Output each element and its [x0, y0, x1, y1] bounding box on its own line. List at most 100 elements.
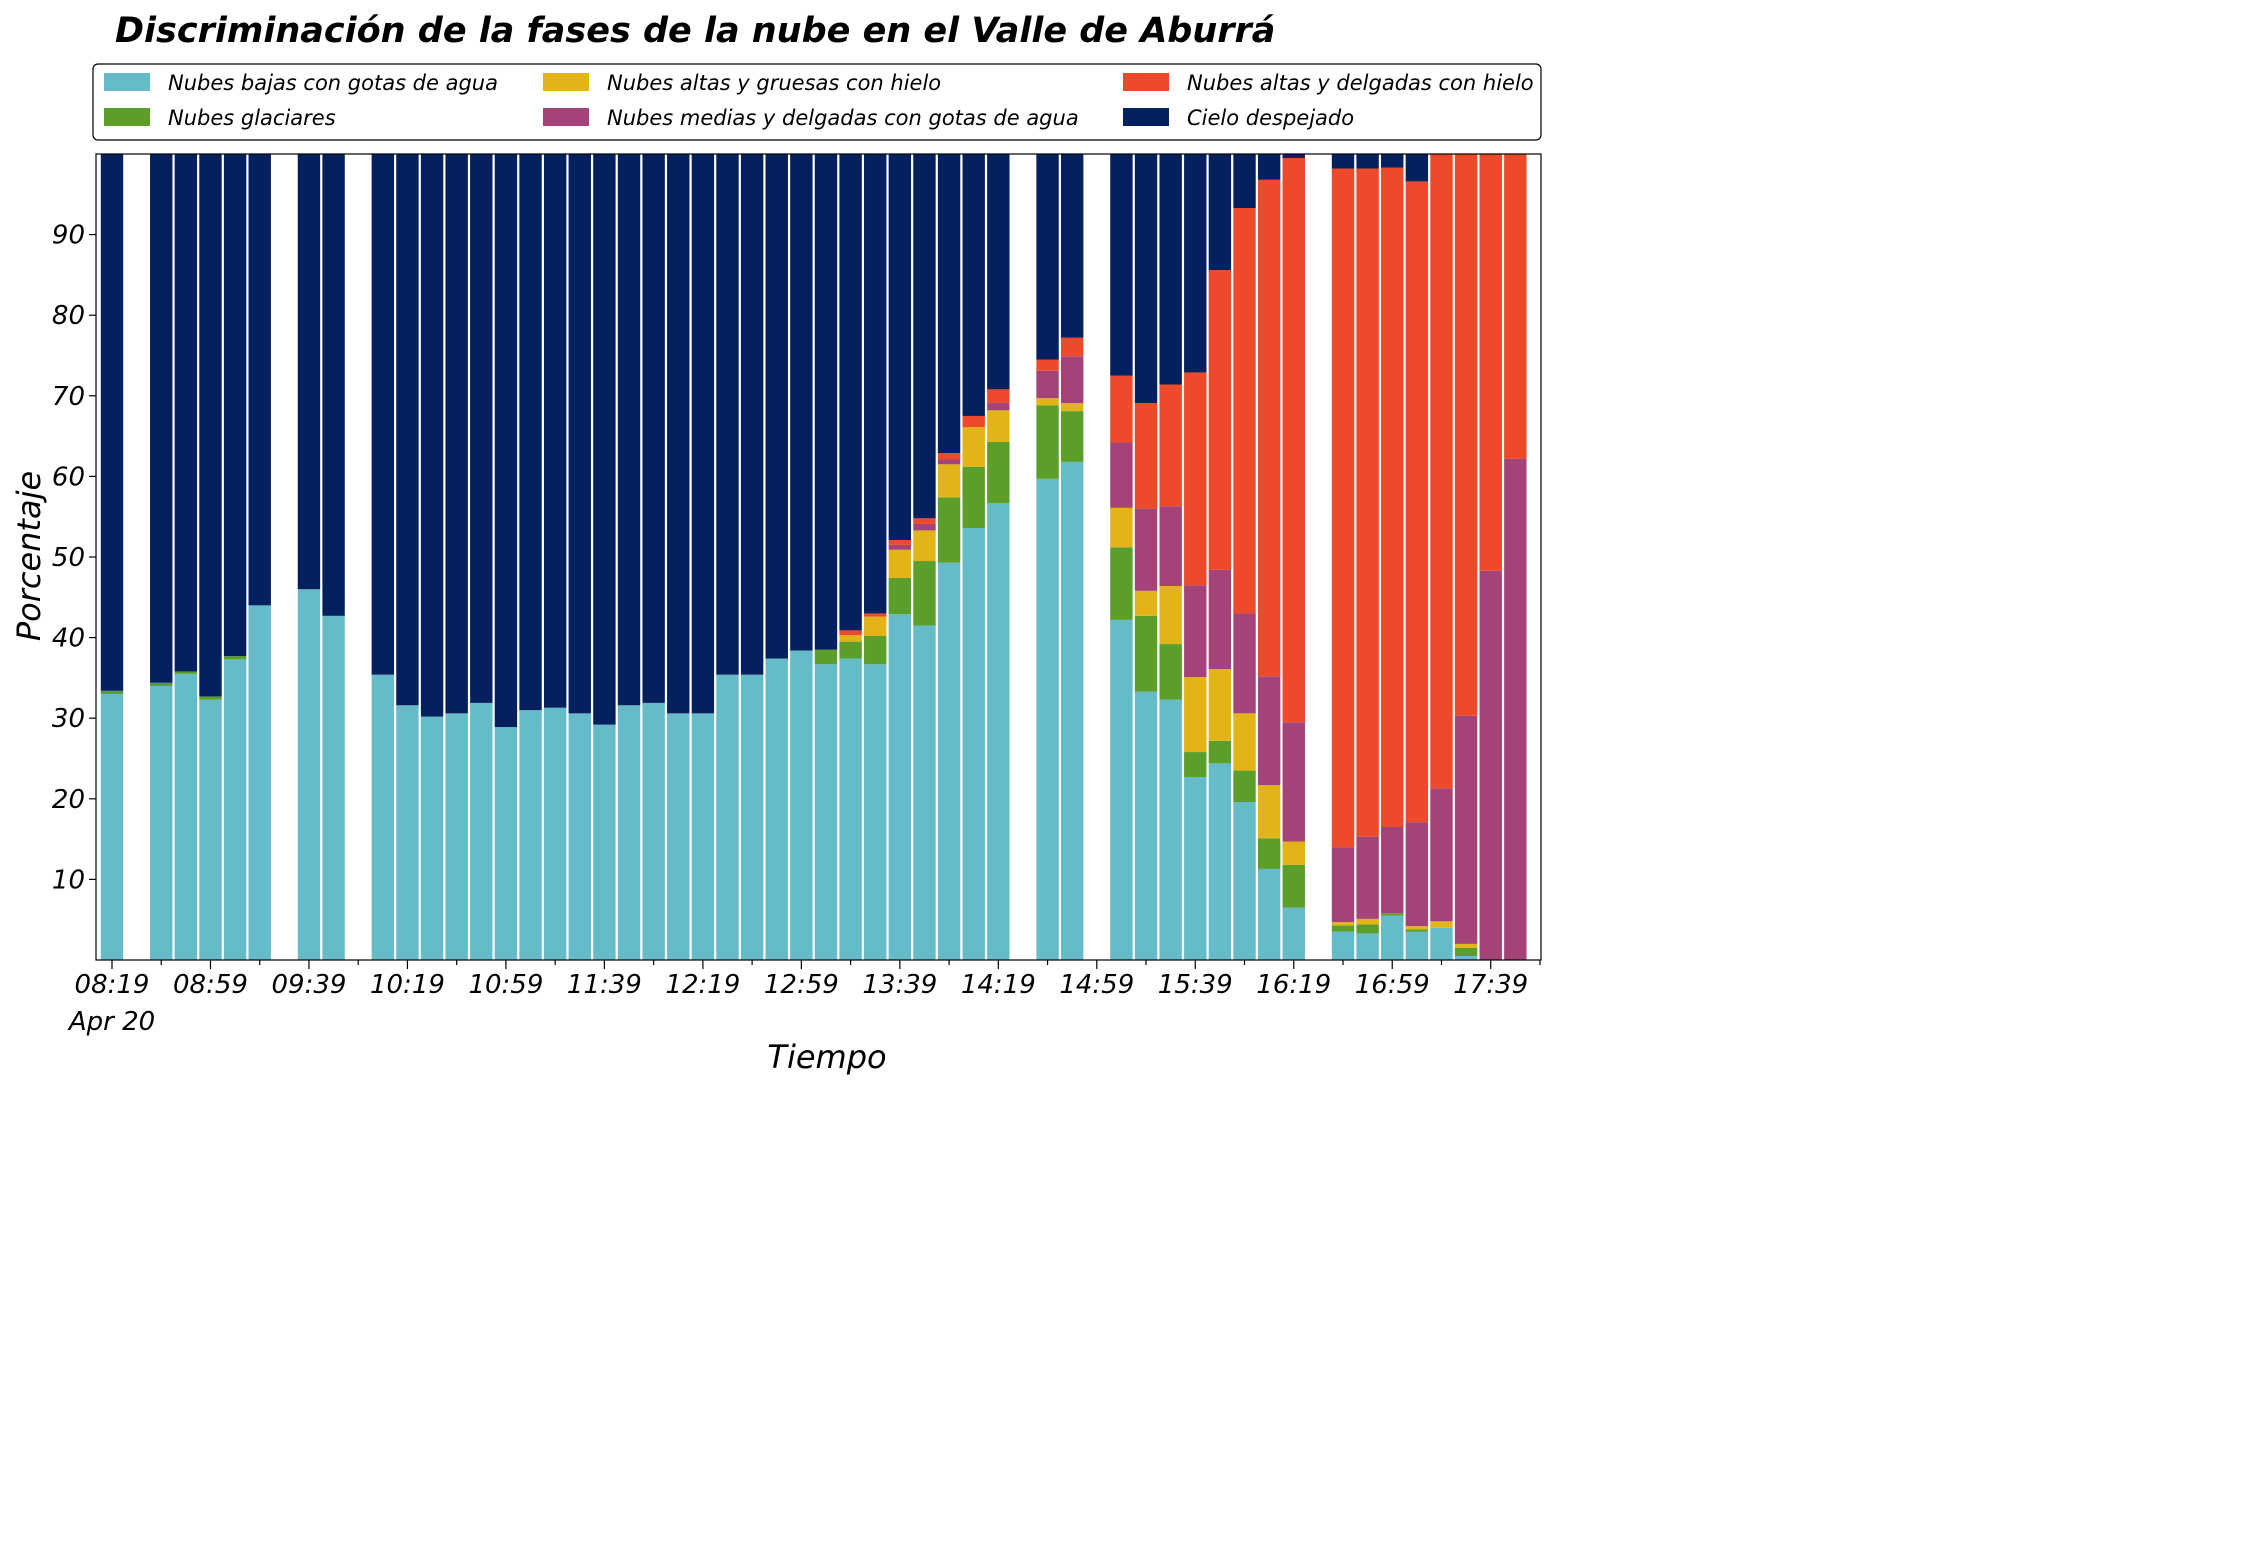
- bar-segment-5-15:09: [1110, 375, 1133, 443]
- bar-segment-2-13:09: [814, 649, 838, 665]
- bar-segment-4-14:49: [1060, 356, 1084, 404]
- bar-segment-4-13:49: [913, 523, 936, 531]
- y-tick-label: 70: [52, 382, 85, 412]
- bar-segment-1-12:49: [765, 658, 788, 960]
- bar-segment-6-10:49: [470, 154, 493, 703]
- bar-segment-4-14:19: [987, 403, 1010, 411]
- bar-segment-2-15:19: [1134, 615, 1158, 692]
- bar-segment-4-13:39: [888, 544, 912, 550]
- bar-segment-1-09:39: [297, 589, 321, 960]
- chart: Discriminación de la fases de la nube en…: [10, 11, 1542, 1076]
- y-axis: 10 20 30 40 50 60 70 80 90: [52, 221, 96, 895]
- bar-segment-1-11:59: [642, 702, 665, 960]
- bar-segment-2-15:29: [1159, 644, 1182, 700]
- bar-segment-4-15:39: [1184, 585, 1207, 678]
- chart-title: Discriminación de la fases de la nube en…: [115, 11, 1275, 51]
- bar-segment-1-12:29: [716, 674, 739, 960]
- bar-segment-1-13:09: [814, 664, 838, 960]
- bar-segment-2-08:39: [150, 682, 173, 686]
- bar-segment-3-16:49: [1356, 918, 1379, 925]
- plot-area: [95, 153, 1542, 961]
- x-tick-label: 16:19: [1256, 970, 1331, 1000]
- bar-segment-6-16:59: [1381, 154, 1404, 168]
- bar-segment-5-17:39: [1479, 154, 1502, 571]
- bar-segment-2-15:49: [1208, 740, 1232, 764]
- bar-segment-3-14:09: [962, 427, 985, 467]
- bar-segment-5-17:29: [1454, 154, 1478, 716]
- x-tick-label: 08:59: [173, 970, 248, 1000]
- x-tick-label: 14:19: [961, 970, 1036, 1000]
- bar-segment-3-13:59: [937, 464, 961, 498]
- bar-segment-6-09:09: [223, 154, 247, 657]
- bar-segment-6-14:19: [987, 154, 1010, 390]
- bar-segment-6-10:19: [396, 154, 419, 706]
- bar-segment-2-16:49: [1356, 924, 1379, 934]
- bar-segment-6-16:09: [1257, 154, 1281, 180]
- x-tick-label: 10:59: [468, 970, 543, 1000]
- x-tick-label: 17:39: [1453, 970, 1528, 1000]
- bar-segment-6-15:49: [1208, 154, 1232, 271]
- x-tick-label: 11:39: [567, 970, 642, 1000]
- bar-segment-1-14:19: [987, 503, 1010, 960]
- bar-segment-1-12:59: [790, 650, 813, 960]
- bar-segment-3-13:39: [888, 549, 912, 578]
- bar-segment-6-15:19: [1134, 154, 1158, 404]
- bar-segment-3-16:19: [1282, 841, 1305, 865]
- x-tick-label: 10:19: [370, 970, 445, 1000]
- bar-segment-1-09:49: [322, 615, 345, 960]
- bar-segment-1-14:49: [1060, 461, 1084, 960]
- bar-segment-6-13:39: [888, 154, 912, 541]
- bar-segment-6-16:49: [1356, 154, 1379, 169]
- legend-label: Nubes altas y gruesas con hielo: [607, 71, 941, 95]
- bar-segment-1-08:19: [100, 694, 124, 960]
- bar-segment-4-17:19: [1430, 788, 1453, 922]
- bar-segment-6-10:09: [371, 154, 395, 675]
- bar-segment-6-12:09: [667, 154, 690, 714]
- bar-segment-5-15:49: [1208, 270, 1232, 570]
- bar-segment-5-13:49: [913, 518, 936, 524]
- bar-segment-6-11:29: [568, 154, 591, 714]
- bar-segment-1-11:29: [568, 713, 591, 960]
- bar-segment-6-13:09: [814, 154, 838, 650]
- bar-segment-1-09:19: [248, 605, 271, 960]
- legend-swatch: [543, 108, 589, 126]
- legend-swatch: [543, 73, 589, 91]
- bar-segment-2-13:49: [913, 561, 936, 626]
- bar-segment-6-14:09: [962, 154, 985, 416]
- x-axis-label: Tiempo: [767, 1038, 886, 1076]
- bar-segment-6-12:19: [691, 154, 715, 714]
- bar-segment-1-10:59: [494, 727, 518, 960]
- x-tick-label: 14:59: [1059, 970, 1134, 1000]
- y-axis-label: Porcentaje: [10, 471, 48, 641]
- x-tick-label: 12:19: [665, 970, 740, 1000]
- bar-segment-6-16:39: [1331, 154, 1355, 169]
- bar-segment-6-14:49: [1060, 154, 1084, 338]
- bar-segment-5-13:19: [839, 630, 862, 636]
- bar-segment-2-17:09: [1405, 929, 1429, 932]
- bar-segment-1-10:29: [420, 716, 444, 960]
- x-tick-label: 13:39: [862, 970, 937, 1000]
- bar-segment-1-11:09: [519, 710, 542, 960]
- bar-segment-5-16:19: [1282, 158, 1305, 723]
- bar-segment-1-10:49: [470, 702, 493, 960]
- y-tick-label: 90: [52, 221, 85, 251]
- bar-segment-3-15:59: [1233, 713, 1256, 771]
- bar-segment-6-16:19: [1282, 154, 1305, 159]
- x-tick-label: 15:39: [1158, 970, 1233, 1000]
- bar-segment-5-14:49: [1060, 337, 1084, 357]
- bar-segment-2-14:09: [962, 466, 985, 528]
- y-tick-label: 30: [52, 704, 85, 734]
- bar-segment-1-15:59: [1233, 802, 1256, 960]
- bar-segment-3-13:19: [839, 635, 862, 642]
- bar-segment-5-15:29: [1159, 384, 1182, 507]
- bar-segment-1-13:49: [913, 625, 936, 960]
- bar-segment-3-15:29: [1159, 586, 1182, 645]
- bar-segment-2-09:09: [223, 656, 247, 660]
- y-tick-label: 10: [52, 865, 85, 895]
- bar-segment-5-17:09: [1405, 181, 1429, 823]
- bar-segment-2-16:59: [1381, 913, 1404, 916]
- bar-segment-6-14:39: [1036, 154, 1059, 360]
- bar-segment-1-11:19: [543, 707, 567, 960]
- bar-segment-5-13:59: [937, 453, 961, 460]
- bar-segment-6-11:49: [617, 154, 641, 706]
